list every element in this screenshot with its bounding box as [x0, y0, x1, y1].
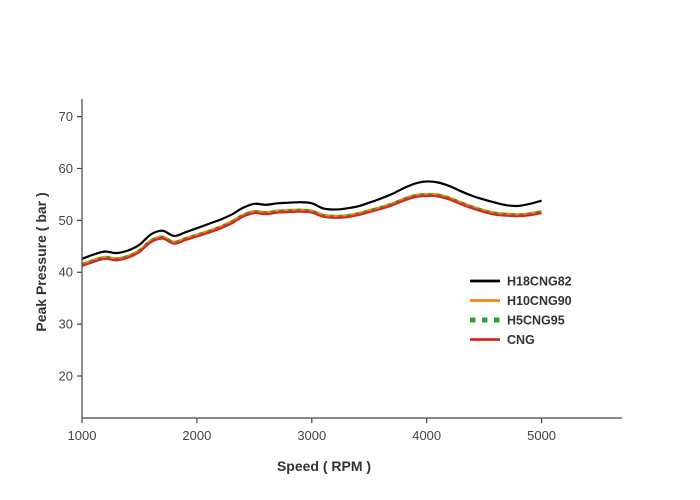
axis-ticks: 1000 2000 3000 4000 5000 20 30 40 50 60 70 [59, 109, 557, 443]
y-tick-label: 40 [59, 265, 73, 280]
legend-item-h5cng95[interactable]: H5CNG95 [470, 314, 565, 328]
series-line-cng[interactable] [81, 194, 542, 268]
x-tick-label: 2000 [182, 428, 211, 443]
y-tick-label: 30 [59, 317, 73, 332]
plot-area[interactable] [81, 180, 542, 268]
legend-label-h5cng95: H5CNG95 [507, 314, 565, 328]
x-tick-label: 5000 [527, 428, 556, 443]
legend: H18CNG82 H10CNG90 H5CNG95 CNG [470, 275, 572, 347]
x-tick-label: 1000 [68, 428, 97, 443]
y-tick-label: 50 [59, 213, 73, 228]
x-axis-title: Speed ( RPM ) [277, 458, 371, 474]
series-line-h18cng82[interactable] [81, 180, 542, 260]
legend-item-h10cng90[interactable]: H10CNG90 [470, 294, 572, 308]
y-tick-label: 60 [59, 161, 73, 176]
x-tick-label: 4000 [412, 428, 441, 443]
legend-label-h18cng82: H18CNG82 [507, 275, 572, 289]
legend-label-h10cng90: H10CNG90 [507, 294, 572, 308]
legend-item-cng[interactable]: CNG [470, 333, 535, 347]
y-tick-label: 70 [59, 109, 73, 124]
legend-item-h18cng82[interactable]: H18CNG82 [470, 275, 572, 289]
y-axis-title: Peak Pressure ( bar ) [33, 192, 49, 331]
legend-label-cng: CNG [507, 333, 535, 347]
y-tick-label: 20 [59, 368, 73, 383]
x-tick-label: 3000 [297, 428, 326, 443]
